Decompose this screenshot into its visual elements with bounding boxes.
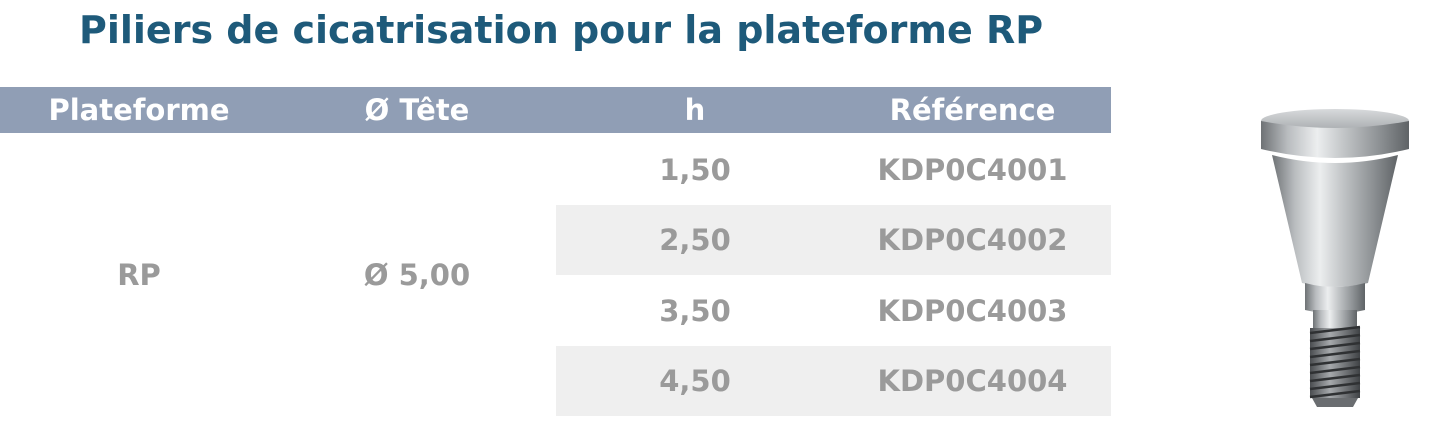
shaft-shape <box>1313 310 1357 328</box>
header-reference: Référence <box>889 93 1056 127</box>
cell-tete: Ø 5,00 <box>363 258 471 292</box>
collar-shape <box>1305 283 1365 314</box>
cap-side-shape <box>1261 121 1409 158</box>
cell-h: 1,50 <box>659 153 731 187</box>
row-band <box>556 205 1111 275</box>
row-band <box>556 346 1111 416</box>
healing-abutment-image <box>1261 109 1409 407</box>
cell-reference: KDP0C4001 <box>877 153 1068 187</box>
table-header: Plateforme Ø Tête h Référence <box>0 87 1111 133</box>
header-tete: Ø Tête <box>364 93 470 127</box>
cell-plateforme: RP <box>117 258 161 292</box>
body-shape <box>1272 155 1398 287</box>
cell-h: 3,50 <box>659 294 731 328</box>
cell-reference: KDP0C4002 <box>877 223 1068 257</box>
cell-h: 4,50 <box>659 364 731 398</box>
page-title: Piliers de cicatrisation pour la platefo… <box>79 8 1044 52</box>
cell-h: 2,50 <box>659 223 731 257</box>
tip-shape <box>1312 398 1358 407</box>
cell-reference: KDP0C4004 <box>877 364 1068 398</box>
header-plateforme: Plateforme <box>48 93 230 127</box>
thread-shape <box>1309 325 1361 399</box>
cell-reference: KDP0C4003 <box>877 294 1068 328</box>
header-h: h <box>684 93 706 127</box>
